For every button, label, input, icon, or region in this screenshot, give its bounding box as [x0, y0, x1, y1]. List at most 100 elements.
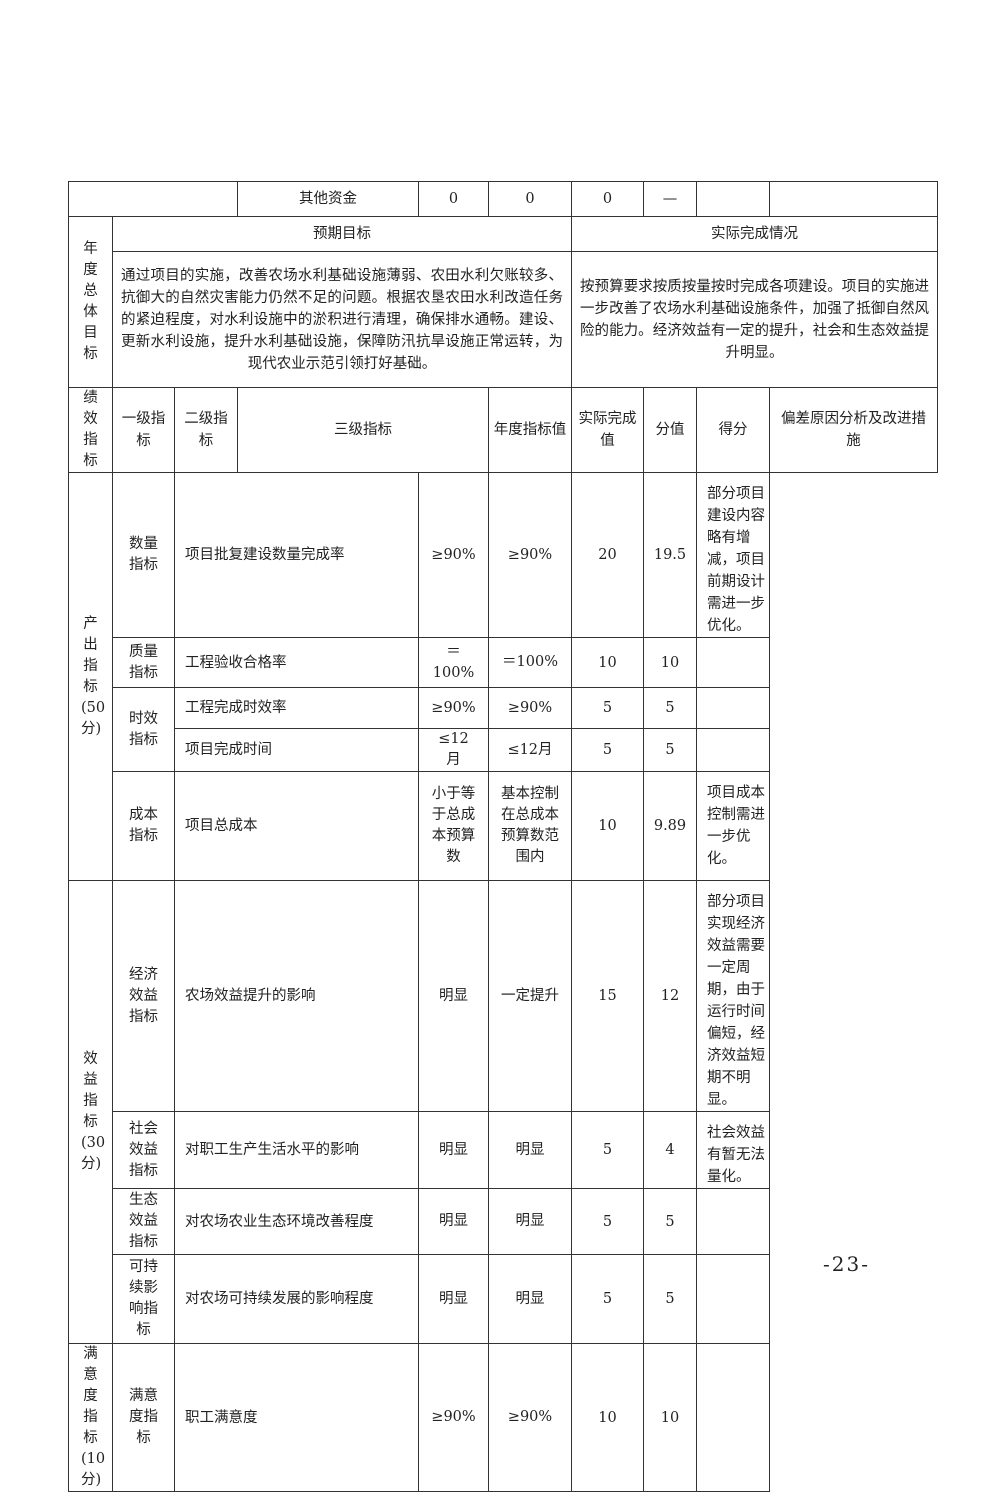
header-score: 分值 — [643, 387, 697, 473]
level3-cell: 农场效益提升的影响 — [174, 880, 419, 1112]
level3-cell: 项目总成本 — [174, 771, 419, 881]
score-cell: 10 — [571, 637, 644, 688]
level2-cell: 成本指标 — [112, 771, 175, 881]
actual-cell: ≥90% — [488, 1343, 572, 1492]
target-cell: ≥90% — [418, 687, 489, 729]
header-got: 得分 — [696, 387, 770, 473]
header-l2: 二级指标 — [174, 387, 238, 473]
goals-section-label: 年度总体目标 — [68, 216, 113, 388]
empty-cell — [68, 181, 238, 217]
empty-cell — [696, 181, 770, 217]
table-row: 满意度指标(10分) 满意度指标 职工满意度 ≥90% ≥90% 10 10 — [68, 1343, 938, 1492]
got-cell: 5 — [643, 1188, 697, 1255]
note-cell — [696, 637, 770, 688]
target-cell: ≥90% — [418, 1343, 489, 1492]
target-cell: ＝100% — [418, 637, 489, 688]
note-cell — [696, 1188, 770, 1255]
target-cell: 明显 — [418, 1254, 489, 1344]
table-row: 项目完成时间 ≤12月 ≤12月 5 5 — [69, 728, 938, 772]
expected-header: 预期目标 — [112, 216, 572, 252]
level2-cell: 质量指标 — [112, 637, 175, 688]
actual-cell: 明显 — [488, 1111, 572, 1189]
level2-cell: 可持续影响指标 — [112, 1254, 175, 1344]
funds-v3: 0 — [571, 181, 644, 217]
actual-cell: ＝100% — [488, 637, 572, 688]
funds-v1: 0 — [418, 181, 489, 217]
actual-cell: 基本控制在总成本预算数范围内 — [488, 771, 572, 881]
note-cell — [696, 687, 770, 729]
table-row: 效益指标(30分) 经济效益指标 农场效益提升的影响 明显 一定提升 15 12 部分项目实现… — [68, 880, 938, 1344]
table-row: 可持续影响指标 对农场可持续发展的影响程度 明显 明显 5 5 — [69, 1254, 938, 1344]
score-cell: 10 — [571, 771, 644, 881]
note-cell: 社会效益有暂无法量化。 — [696, 1111, 770, 1189]
level2-cell: 时效指标 — [112, 687, 175, 772]
table-row: 成本指标 项目总成本 小于等于总成本预算数 基本控制在总成本预算数范围内 10 9.89 项… — [69, 771, 938, 881]
actual-header: 实际完成情况 — [571, 216, 938, 252]
note-cell — [696, 1343, 770, 1492]
got-cell: 9.89 — [643, 771, 697, 881]
header-l3: 三级指标 — [237, 387, 489, 473]
got-cell: 5 — [643, 687, 697, 729]
note-cell: 项目成本控制需进一步优化。 — [696, 771, 770, 881]
level2-cell: 数量指标 — [112, 472, 175, 638]
got-cell: 10 — [643, 1343, 697, 1492]
level1-satisfaction: 满意度指标(10分) — [68, 1343, 113, 1492]
score-cell: 5 — [571, 1111, 644, 1189]
level3-cell: 工程验收合格率 — [174, 637, 419, 688]
got-cell: 5 — [643, 728, 697, 772]
score-cell: 20 — [571, 472, 644, 638]
target-cell: 明显 — [418, 880, 489, 1112]
level3-cell: 对农场农业生态环境改善程度 — [174, 1188, 419, 1255]
table-row: 社会效益指标 对职工生产生活水平的影响 明显 明显 5 4 社会效益有暂无法量化。 — [69, 1111, 938, 1189]
funds-v2: 0 — [488, 181, 572, 217]
level1-output: 产出指标(50分) — [68, 472, 113, 881]
table-row: 时效指标 工程完成时效率 ≥90% ≥90% 5 5 — [69, 687, 938, 772]
actual-cell: ≥90% — [488, 472, 572, 638]
got-cell: 19.5 — [643, 472, 697, 638]
level3-cell: 项目批复建设数量完成率 — [174, 472, 419, 638]
level2-cell: 生态效益指标 — [112, 1188, 175, 1255]
got-cell: 12 — [643, 880, 697, 1112]
level3-cell: 项目完成时间 — [174, 728, 419, 772]
got-cell: 5 — [643, 1254, 697, 1344]
note-cell: 部分项目实现经济效益需要一定周期，由于运行时间偏短，经济效益短期不明显。 — [696, 880, 770, 1112]
target-cell: ≤12月 — [418, 728, 489, 772]
got-cell: 4 — [643, 1111, 697, 1189]
level3-cell: 对农场可持续发展的影响程度 — [174, 1254, 419, 1344]
score-cell: 10 — [571, 1343, 644, 1492]
level2-cell: 满意度指标 — [112, 1343, 175, 1492]
empty-cell — [769, 181, 938, 217]
level1-benefit: 效益指标(30分) — [68, 880, 113, 1344]
got-cell: 10 — [643, 637, 697, 688]
performance-table: 其他资金 0 0 0 — 年度总体目标 预期目标 实际完成情况 通过项目的实施，… — [68, 181, 938, 1492]
target-cell: 小于等于总成本预算数 — [418, 771, 489, 881]
score-cell: 5 — [571, 728, 644, 772]
score-cell: 15 — [571, 880, 644, 1112]
header-target: 年度指标值 — [488, 387, 572, 473]
header-actual: 实际完成值 — [571, 387, 644, 473]
actual-cell: ≤12月 — [488, 728, 572, 772]
score-cell: 5 — [571, 1254, 644, 1344]
header-note: 偏差原因分析及改进措施 — [769, 387, 938, 473]
score-cell: 5 — [571, 1188, 644, 1255]
actual-cell: 明显 — [488, 1188, 572, 1255]
header-l1: 一级指标 — [112, 387, 175, 473]
level2-cell: 社会效益指标 — [112, 1111, 175, 1189]
perf-header-row: 绩效指标 一级指标 二级指标 三级指标 年度指标值 实际完成值 分值 得分 偏差… — [68, 387, 938, 473]
funds-label: 其他资金 — [237, 181, 419, 217]
level3-cell: 工程完成时效率 — [174, 687, 419, 729]
target-cell: ≥90% — [418, 472, 489, 638]
score-cell: 5 — [571, 687, 644, 729]
actual-cell: 明显 — [488, 1254, 572, 1344]
target-cell: 明显 — [418, 1188, 489, 1255]
note-cell — [696, 728, 770, 772]
funds-v4: — — [643, 181, 697, 217]
perf-section-label: 绩效指标 — [68, 387, 113, 473]
table-row: 质量指标 工程验收合格率 ＝100% ＝100% 10 10 — [69, 637, 938, 688]
actual-cell: 一定提升 — [488, 880, 572, 1112]
expected-goal-text: 通过项目的实施，改善农场水利基础设施薄弱、农田水利欠账较多、抗御大的自然灾害能力… — [112, 251, 572, 388]
level3-cell: 职工满意度 — [174, 1343, 419, 1492]
other-funds-row: 其他资金 0 0 0 — — [68, 181, 938, 217]
table-row: 产出指标(50分) 数量指标 项目批复建设数量完成率 ≥90% ≥90% 20 19.5 部分… — [68, 472, 938, 881]
note-cell — [696, 1254, 770, 1344]
